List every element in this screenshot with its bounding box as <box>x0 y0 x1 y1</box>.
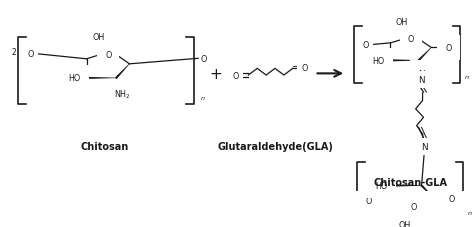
Text: Chitosan-GLA: Chitosan-GLA <box>373 178 447 187</box>
Text: HO: HO <box>375 181 388 190</box>
Polygon shape <box>420 185 435 199</box>
Text: O: O <box>448 194 455 203</box>
Text: 2: 2 <box>12 48 17 57</box>
Text: OH: OH <box>92 33 104 42</box>
Text: Chitosan: Chitosan <box>80 142 128 152</box>
Text: $_n$: $_n$ <box>200 94 206 103</box>
Text: N: N <box>419 70 425 79</box>
Text: Glutaraldehyde(GLA): Glutaraldehyde(GLA) <box>217 142 333 152</box>
Text: $_n$: $_n$ <box>467 208 473 217</box>
Text: N: N <box>421 143 428 151</box>
Text: +: + <box>210 67 222 81</box>
Text: O: O <box>27 49 34 59</box>
Text: O: O <box>200 54 206 64</box>
Polygon shape <box>418 48 431 62</box>
Text: OH: OH <box>395 18 408 27</box>
Text: O: O <box>411 202 417 212</box>
Text: N: N <box>419 76 425 85</box>
Polygon shape <box>87 77 116 80</box>
Text: $_n$: $_n$ <box>465 73 470 82</box>
Text: O: O <box>445 44 451 53</box>
Text: O: O <box>301 64 308 73</box>
Text: O: O <box>365 197 372 206</box>
Text: O: O <box>232 71 239 80</box>
Text: HO: HO <box>68 74 81 83</box>
Text: NH$_2$: NH$_2$ <box>114 88 130 101</box>
Text: O: O <box>105 51 111 60</box>
Text: OH: OH <box>399 220 410 227</box>
Text: O: O <box>408 35 414 44</box>
Polygon shape <box>393 185 421 187</box>
Text: O: O <box>363 41 369 50</box>
Text: HO: HO <box>372 57 384 66</box>
Polygon shape <box>115 64 130 79</box>
Polygon shape <box>391 60 419 62</box>
